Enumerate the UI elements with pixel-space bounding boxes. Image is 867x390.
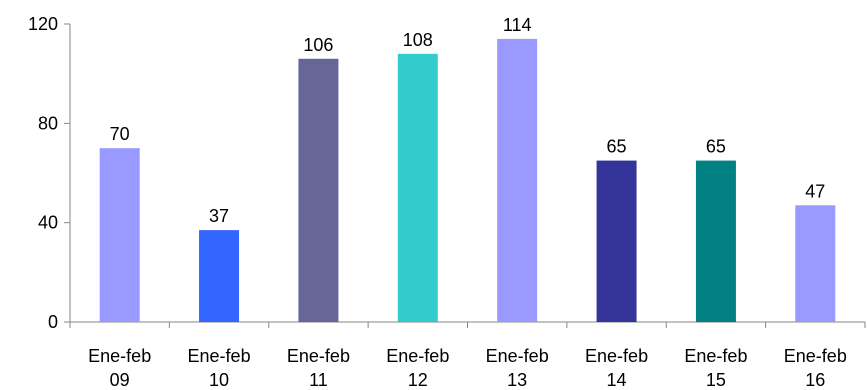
data-label: 47 bbox=[805, 181, 825, 201]
bars-group bbox=[99, 38, 836, 323]
x-labels-group: Ene-feb 09 Ene-feb 10 Ene-feb 11 Ene-feb 12 Ene-… bbox=[88, 346, 847, 390]
bar bbox=[497, 38, 538, 323]
bar bbox=[795, 205, 836, 322]
bar bbox=[199, 230, 240, 322]
x-tick-label-line2: 16 bbox=[805, 370, 825, 390]
x-tick-label-line1: Ene-feb bbox=[287, 346, 350, 366]
data-label: 106 bbox=[303, 35, 333, 55]
x-axis-ticks bbox=[69, 322, 866, 328]
y-tick-label: 0 bbox=[48, 312, 58, 332]
x-tick-label-line2: 14 bbox=[607, 370, 627, 390]
data-label: 37 bbox=[209, 206, 229, 226]
data-label: 108 bbox=[403, 30, 433, 50]
x-tick-label-line1: Ene-feb bbox=[486, 346, 549, 366]
x-tick-label-line2: 11 bbox=[309, 370, 328, 390]
x-tick-label-line1: Ene-feb bbox=[784, 346, 847, 366]
y-axis-ticks: 0 40 80 120 bbox=[28, 14, 70, 332]
data-label: 70 bbox=[110, 124, 130, 144]
x-tick-label-line2: 09 bbox=[110, 370, 130, 390]
y-tick-label: 80 bbox=[38, 113, 58, 133]
bar bbox=[397, 53, 438, 323]
x-tick-label-line1: Ene-feb bbox=[88, 346, 151, 366]
y-tick-label: 40 bbox=[38, 213, 58, 233]
x-tick-label-line1: Ene-feb bbox=[585, 346, 648, 366]
x-tick-label-line2: 12 bbox=[408, 370, 428, 390]
data-labels-group: 70 37 106 108 114 65 65 47 bbox=[110, 15, 826, 226]
x-tick-label-line1: Ene-feb bbox=[188, 346, 251, 366]
bar bbox=[596, 160, 637, 322]
x-tick-label-line2: 15 bbox=[706, 370, 726, 390]
x-tick-label-line1: Ene-feb bbox=[386, 346, 449, 366]
y-tick-label: 120 bbox=[28, 14, 58, 34]
bar bbox=[695, 160, 736, 322]
x-tick-label-line2: 10 bbox=[209, 370, 229, 390]
data-label: 114 bbox=[503, 15, 532, 35]
x-tick-label-line2: 13 bbox=[507, 370, 527, 390]
bar bbox=[298, 58, 339, 323]
data-label: 65 bbox=[607, 137, 627, 157]
data-label: 65 bbox=[706, 137, 726, 157]
bar bbox=[99, 148, 140, 322]
x-tick-label-line1: Ene-feb bbox=[684, 346, 747, 366]
